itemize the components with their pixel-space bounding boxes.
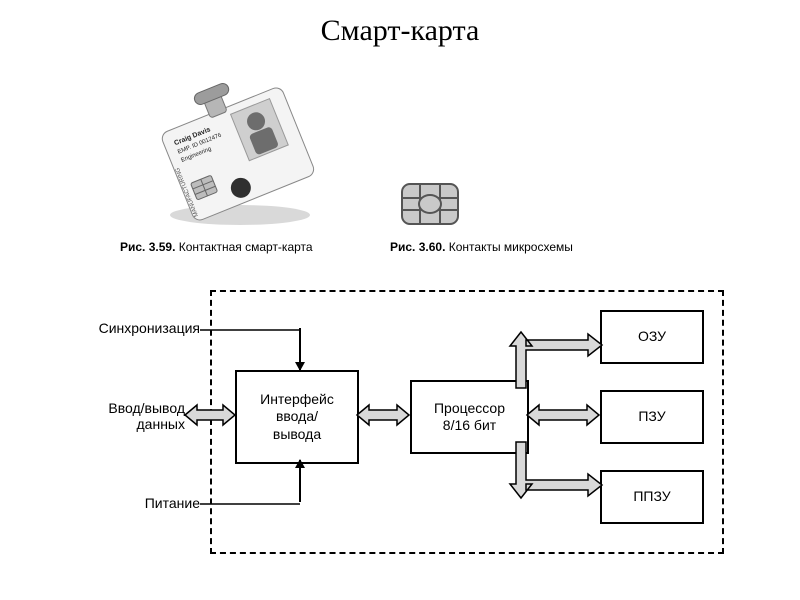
label-power: Питание: [70, 495, 200, 511]
node-io-interface: Интерфейс ввода/ вывода: [235, 370, 359, 464]
fig-number: Рис. 3.60.: [390, 240, 445, 254]
conn-cpu-eeprom: [510, 442, 602, 508]
conn-cpu-ram: [510, 322, 602, 388]
node-rom: ПЗУ: [600, 390, 704, 444]
conn-sync-line: [200, 328, 300, 332]
conn-power-arrow: [299, 460, 301, 502]
conn-sync-arrow: [299, 328, 301, 370]
label-sync: Синхронизация: [70, 320, 200, 336]
fig-text: Контакты микросхемы: [449, 240, 573, 254]
node-ram: ОЗУ: [600, 310, 704, 364]
fig-number: Рис. 3.59.: [120, 240, 175, 254]
block-diagram: Интерфейс ввода/ вывода Процессор 8/16 б…: [80, 280, 720, 560]
caption-3-60: Рис. 3.60. Контакты микросхемы: [390, 240, 573, 254]
fig-text: Контактная смарт-карта: [179, 240, 313, 254]
conn-cpu-rom: [527, 403, 599, 427]
smartcard-badge-illustration: Craig Davis EMP. ID 0012476 Engineering …: [130, 80, 340, 230]
node-eeprom: ППЗУ: [600, 470, 704, 524]
conn-iface-cpu: [357, 403, 409, 427]
chip-contacts-illustration: [400, 180, 460, 228]
label-io: Ввод/вывод данных: [70, 400, 185, 432]
page-title: Смарт-карта: [0, 14, 800, 48]
caption-3-59: Рис. 3.59. Контактная смарт-карта: [120, 240, 313, 254]
conn-power-line: [200, 502, 300, 506]
conn-ext-io: [185, 403, 235, 427]
